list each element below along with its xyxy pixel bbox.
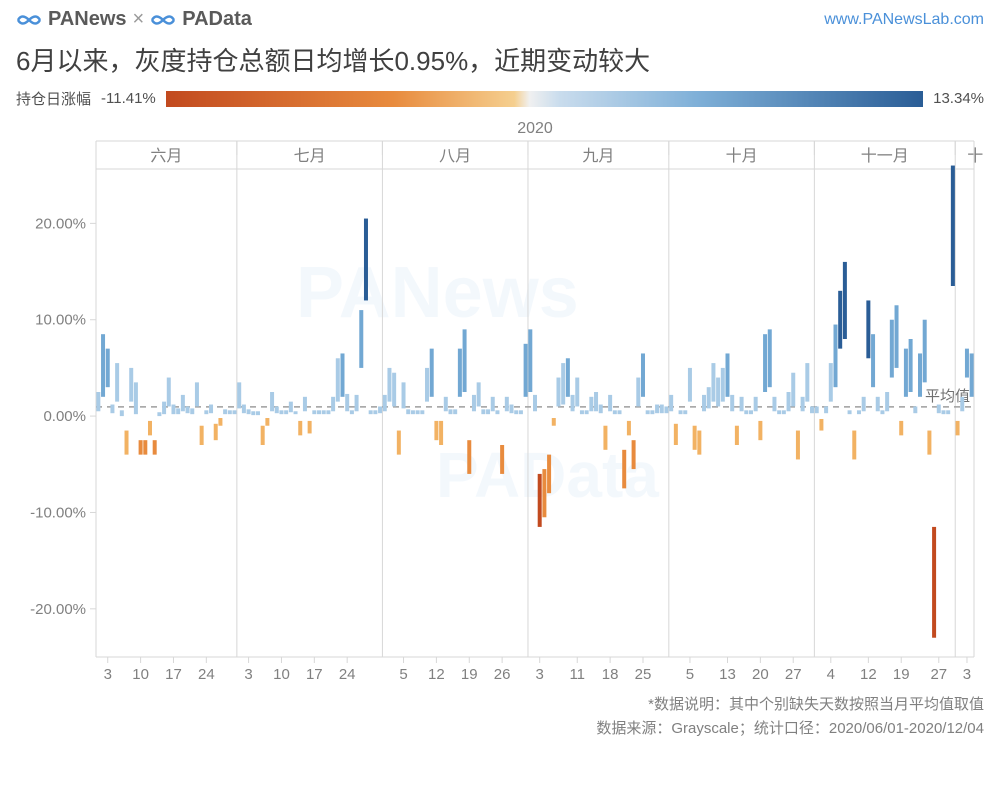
svg-text:18: 18 bbox=[602, 666, 619, 683]
logo-icon bbox=[16, 11, 42, 29]
svg-text:10: 10 bbox=[132, 666, 149, 683]
legend-max: 13.34% bbox=[933, 90, 984, 107]
footer-note: *数据说明：其中个别缺失天数按照当月平均值取值 bbox=[16, 693, 984, 717]
svg-text:24: 24 bbox=[198, 666, 215, 683]
svg-text:12: 12 bbox=[428, 666, 445, 683]
svg-text:0.00%: 0.00% bbox=[43, 408, 86, 425]
svg-text:24: 24 bbox=[339, 666, 356, 683]
legend-label: 持仓日涨幅 bbox=[16, 88, 91, 109]
svg-text:十一月: 十一月 bbox=[861, 147, 909, 165]
svg-text:17: 17 bbox=[165, 666, 182, 683]
svg-text:2020: 2020 bbox=[517, 120, 553, 137]
svg-text:19: 19 bbox=[461, 666, 478, 683]
header-url: www.PANewsLab.com bbox=[824, 11, 984, 29]
svg-text:25: 25 bbox=[635, 666, 652, 683]
svg-text:20.00%: 20.00% bbox=[35, 215, 86, 232]
svg-text:19: 19 bbox=[893, 666, 910, 683]
header: PANews × PAData www.PANewsLab.com bbox=[0, 0, 1000, 35]
svg-text:4: 4 bbox=[827, 666, 835, 683]
footer: *数据说明：其中个别缺失天数按照当月平均值取值 数据来源：Grayscale；统… bbox=[0, 687, 1000, 741]
svg-text:5: 5 bbox=[399, 666, 407, 683]
brand-padata: PAData bbox=[182, 8, 252, 31]
svg-text:十.: 十. bbox=[967, 147, 984, 165]
svg-text:3: 3 bbox=[536, 666, 544, 683]
svg-text:六月: 六月 bbox=[150, 147, 182, 165]
svg-text:11: 11 bbox=[569, 666, 585, 683]
svg-text:3: 3 bbox=[244, 666, 252, 683]
svg-text:3: 3 bbox=[963, 666, 971, 683]
svg-text:PANews: PANews bbox=[296, 253, 579, 333]
chart-svg: PANewsPAData2020六月3101724七月3101724八月5121… bbox=[16, 117, 984, 687]
legend-min: -11.41% bbox=[101, 90, 156, 107]
color-scale bbox=[166, 91, 923, 107]
brand-block: PANews × PAData bbox=[16, 8, 252, 31]
chart-title: 6月以来，灰度持仓总额日均增长0.95%，近期变动较大 bbox=[0, 35, 1000, 88]
svg-text:17: 17 bbox=[306, 666, 323, 683]
svg-text:20: 20 bbox=[752, 666, 769, 683]
logo-icon-2 bbox=[150, 11, 176, 29]
legend-row: 持仓日涨幅 -11.41% 13.34% bbox=[0, 88, 1000, 117]
svg-text:10.00%: 10.00% bbox=[35, 312, 86, 329]
chart-area: PANewsPAData2020六月3101724七月3101724八月5121… bbox=[16, 117, 984, 687]
svg-text:27: 27 bbox=[785, 666, 802, 683]
svg-text:27: 27 bbox=[930, 666, 947, 683]
svg-text:七月: 七月 bbox=[294, 147, 326, 165]
svg-text:八月: 八月 bbox=[439, 148, 471, 165]
svg-text:3: 3 bbox=[104, 666, 112, 683]
svg-text:5: 5 bbox=[686, 666, 694, 683]
svg-text:十月: 十月 bbox=[726, 147, 758, 165]
svg-text:10: 10 bbox=[273, 666, 290, 683]
svg-text:12: 12 bbox=[860, 666, 877, 683]
svg-text:-10.00%: -10.00% bbox=[30, 504, 86, 521]
brand-cross: × bbox=[133, 8, 145, 31]
brand-panews: PANews bbox=[48, 8, 127, 31]
svg-text:13: 13 bbox=[719, 666, 736, 683]
footer-source: 数据来源：Grayscale；统计口径：2020/06/01-2020/12/0… bbox=[16, 717, 984, 741]
svg-text:-20.00%: -20.00% bbox=[30, 601, 86, 618]
svg-text:26: 26 bbox=[494, 666, 511, 683]
svg-text:九月: 九月 bbox=[582, 147, 614, 165]
